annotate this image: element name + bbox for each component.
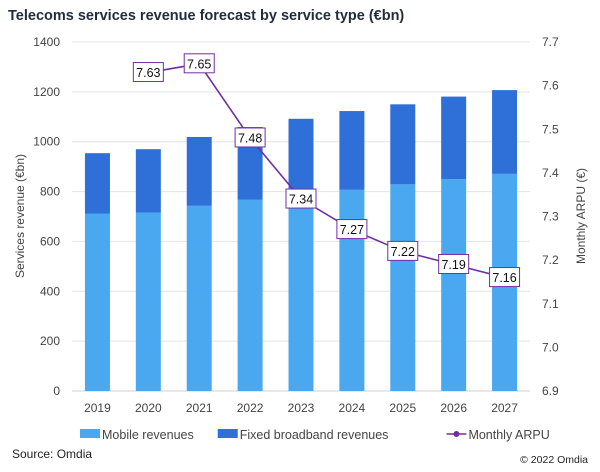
- legend-swatch: [80, 429, 100, 438]
- bar-fixed-broadband-revenues: [186, 136, 212, 206]
- y-tick-label: 1200: [33, 85, 60, 99]
- bar-mobile-revenues: [135, 212, 161, 391]
- x-tick-label: 2025: [389, 401, 416, 415]
- y2-tick-label: 7.2: [542, 253, 559, 267]
- y-tick-label: 200: [40, 334, 60, 348]
- data-label: 7.22: [391, 245, 415, 259]
- y2-tick-label: 7.4: [542, 166, 559, 180]
- bar-mobile-revenues: [390, 184, 416, 391]
- legend-swatch: [217, 429, 238, 438]
- y2-tick-label: 7.1: [542, 297, 559, 311]
- data-label: 7.34: [289, 193, 313, 207]
- legend-label: Mobile revenues: [102, 428, 194, 442]
- y-tick-label: 400: [40, 284, 60, 298]
- bar-fixed-broadband-revenues: [492, 90, 518, 174]
- copyright: © 2022 Omdia: [520, 454, 588, 466]
- x-tick-label: 2027: [491, 401, 518, 415]
- y-tick-label: 0: [53, 384, 60, 398]
- x-tick-label: 2021: [186, 401, 213, 415]
- y-tick-label: 1400: [33, 35, 60, 49]
- y-tick-label: 1000: [33, 135, 60, 149]
- y-axis-title: Services revenue (€bn): [13, 154, 27, 278]
- data-label-box: [336, 219, 368, 240]
- y2-tick-label: 7.3: [542, 210, 559, 224]
- x-tick-label: 2022: [237, 401, 264, 415]
- bar-mobile-revenues: [441, 179, 467, 391]
- bar-fixed-broadband-revenues: [288, 118, 314, 195]
- bar-fixed-broadband-revenues: [135, 149, 161, 213]
- data-label-box: [234, 127, 266, 148]
- y2-tick-label: 7.5: [542, 122, 559, 136]
- data-label: 7.16: [492, 271, 516, 285]
- data-label: 7.19: [441, 258, 465, 272]
- y-tick-label: 800: [40, 185, 60, 199]
- bar-mobile-revenues: [237, 199, 263, 391]
- y2-tick-label: 7.6: [542, 79, 559, 93]
- x-tick-label: 2019: [84, 401, 111, 415]
- data-label-box: [387, 240, 419, 261]
- y-tick-label: 600: [40, 234, 60, 248]
- x-tick-label: 2024: [339, 401, 366, 415]
- x-tick-label: 2026: [440, 401, 467, 415]
- bar-mobile-revenues: [288, 194, 314, 391]
- bar-fixed-broadband-revenues: [390, 104, 416, 185]
- data-label: 7.65: [187, 57, 211, 71]
- bar-mobile-revenues: [84, 213, 110, 391]
- data-label-box: [489, 267, 521, 288]
- y2-axis-title: Monthly ARPU (€): [574, 168, 588, 264]
- bar-mobile-revenues: [186, 205, 212, 391]
- legend-marker: [453, 431, 460, 437]
- legend: Mobile revenues Fixed broadband revenues M…: [80, 428, 550, 442]
- data-label: 7.48: [238, 131, 262, 145]
- data-label-box: [132, 62, 164, 83]
- y2-tick-label: 7.0: [542, 340, 559, 354]
- bar-fixed-broadband-revenues: [339, 111, 365, 190]
- data-label-box: [285, 188, 317, 209]
- bar-fixed-broadband-revenues: [84, 153, 110, 214]
- legend-label: Monthly ARPU: [468, 428, 549, 442]
- data-label: 7.27: [340, 223, 364, 237]
- y2-tick-label: 7.7: [542, 35, 559, 49]
- source-note: Source: Omdia: [12, 447, 92, 461]
- data-label: 7.63: [136, 66, 160, 80]
- legend-label: Fixed broadband revenues: [240, 428, 389, 442]
- bar-fixed-broadband-revenues: [441, 96, 467, 180]
- chart-title: Telecoms services revenue forecast by se…: [8, 8, 404, 24]
- y2-tick-label: 6.9: [542, 384, 559, 398]
- data-label-box: [183, 53, 215, 74]
- x-tick-label: 2023: [288, 401, 315, 415]
- x-tick-label: 2020: [135, 401, 162, 415]
- data-label-box: [438, 253, 470, 274]
